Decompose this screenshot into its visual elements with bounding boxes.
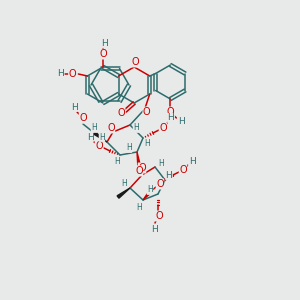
Polygon shape: [92, 131, 107, 142]
Text: O: O: [135, 166, 143, 176]
Text: H: H: [126, 143, 132, 152]
Text: H: H: [87, 133, 93, 142]
Text: O: O: [131, 57, 139, 67]
Text: H: H: [189, 157, 195, 166]
Polygon shape: [117, 188, 130, 198]
Text: O: O: [107, 123, 115, 133]
Text: H: H: [136, 202, 142, 211]
Polygon shape: [165, 174, 174, 180]
Text: H: H: [133, 124, 139, 133]
Text: H: H: [178, 118, 185, 127]
Text: O: O: [159, 123, 167, 133]
Text: H: H: [102, 38, 108, 47]
Text: H: H: [166, 170, 172, 179]
Text: H: H: [152, 224, 158, 233]
Text: H: H: [114, 158, 120, 166]
Text: O: O: [79, 113, 87, 123]
Text: H: H: [147, 185, 153, 194]
Text: O: O: [69, 69, 76, 79]
Text: H: H: [121, 178, 127, 188]
Text: H: H: [158, 160, 164, 169]
Polygon shape: [143, 191, 151, 200]
Text: O: O: [99, 49, 107, 59]
Text: O: O: [143, 107, 151, 117]
Text: O: O: [156, 179, 164, 189]
Text: H: H: [144, 140, 150, 148]
Text: O: O: [95, 141, 103, 151]
Text: H: H: [99, 133, 105, 142]
Polygon shape: [137, 152, 140, 165]
Text: H: H: [70, 103, 77, 112]
Text: O: O: [179, 165, 187, 175]
Text: H: H: [168, 113, 174, 122]
Text: H: H: [57, 70, 64, 79]
Text: O: O: [138, 163, 146, 173]
Text: O: O: [167, 107, 174, 117]
Text: O: O: [155, 211, 163, 221]
Text: H: H: [91, 124, 97, 133]
Text: O: O: [117, 108, 125, 118]
